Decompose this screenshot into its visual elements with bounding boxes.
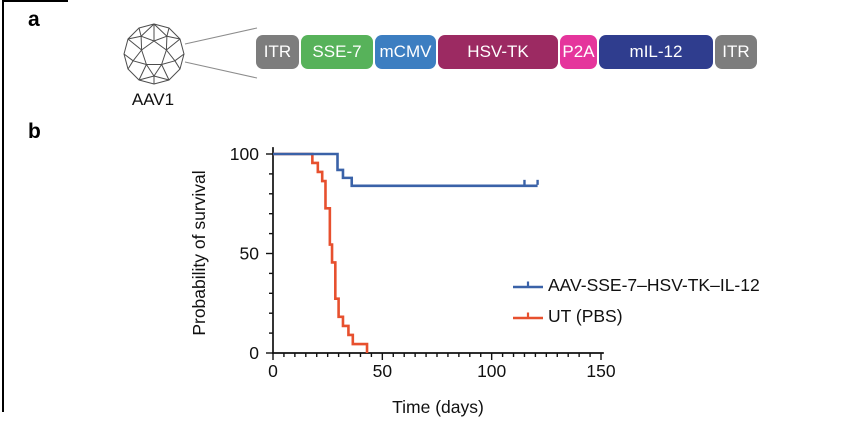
x-axis-title: Time (days) — [392, 397, 484, 417]
survival-curve-treated — [273, 152, 538, 188]
x-tick-label-0: 0 — [268, 361, 278, 381]
survival-curves — [273, 152, 539, 353]
tick-labels: 0 50 100 150 0 50 100 — [230, 144, 616, 381]
legend-item-treated: AAV-SSE-7–HSV-TK–IL-12 — [512, 274, 760, 296]
survival-curve-untreated — [273, 152, 369, 353]
panel-a-label: a — [28, 8, 40, 31]
construct-box-sse-7: SSE-7 — [301, 35, 373, 69]
panel-b-label: b — [28, 120, 41, 143]
aav-capsid-icon — [123, 23, 185, 85]
chart-legend: AAV-SSE-7–HSV-TK–IL-12 UT (PBS) — [512, 274, 760, 327]
tick-marks — [266, 153, 602, 360]
construct-box-mil-12: mIL-12 — [599, 35, 713, 69]
figure-border-top — [2, 0, 68, 2]
gene-construct-map: ITR SSE-7 mCMV HSV-TK P2A mIL-12 ITR — [256, 35, 757, 69]
y-tick-label-50: 50 — [240, 244, 260, 264]
capsid-connector-lines — [184, 27, 258, 79]
figure-border-left — [2, 0, 4, 412]
construct-box-mcmv: mCMV — [375, 35, 436, 69]
construct-box-itr: ITR — [256, 35, 299, 69]
x-tick-label-50: 50 — [373, 361, 393, 381]
construct-box-hsv-tk: HSV-TK — [438, 35, 558, 69]
legend-label-treated: AAV-SSE-7–HSV-TK–IL-12 — [548, 274, 760, 295]
y-tick-label-0: 0 — [249, 343, 259, 363]
legend-item-untreated: UT (PBS) — [512, 305, 760, 327]
construct-box-itr: ITR — [715, 35, 757, 69]
km-censored-line-icon — [513, 312, 543, 319]
y-axis-title: Probability of survival — [189, 170, 209, 335]
x-tick-label-150: 150 — [586, 361, 615, 381]
legend-label-untreated: UT (PBS) — [548, 305, 623, 326]
x-tick-label-100: 100 — [477, 361, 506, 381]
km-censored-line-icon — [513, 281, 543, 288]
virus-name-label: AAV1 — [131, 90, 175, 109]
y-tick-label-100: 100 — [230, 144, 259, 164]
construct-box-p2a: P2A — [560, 35, 597, 69]
